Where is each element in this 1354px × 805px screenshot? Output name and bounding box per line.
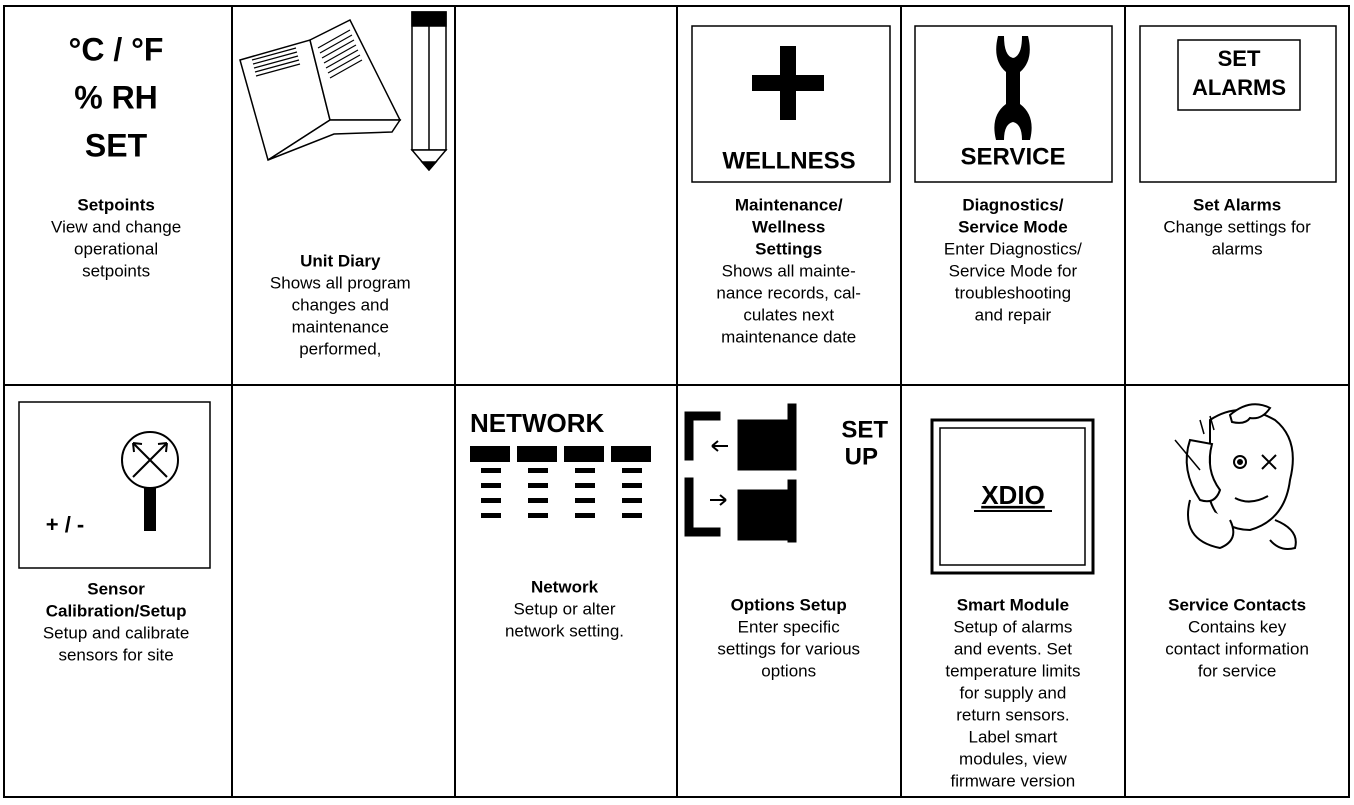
- icon-text: ALARMS: [1192, 75, 1286, 100]
- cell-title: Diagnostics/: [962, 195, 1063, 214]
- cell-description: contact information: [1165, 639, 1309, 658]
- cell-description: firmware version: [951, 771, 1076, 790]
- cell-description: Label smart: [968, 727, 1057, 746]
- cell-title: Service Mode: [958, 217, 1068, 236]
- network-icon: [470, 446, 651, 518]
- cell-description: Setup and calibrate: [43, 623, 190, 642]
- cell-description: Setup or alter: [513, 599, 615, 618]
- icon-frame: [1177, 39, 1301, 111]
- cell-title: Calibration/Setup: [46, 601, 187, 620]
- cell-description: troubleshooting: [955, 283, 1071, 302]
- cell-description: for service: [1198, 661, 1276, 680]
- icon-text: WELLNESS: [722, 147, 855, 174]
- icon-text: SET: [85, 127, 148, 163]
- plus-icon: [752, 46, 824, 120]
- icon-text: % RH: [74, 79, 158, 115]
- cell-title: Unit Diary: [300, 251, 381, 270]
- setup-icon: [684, 403, 797, 543]
- cell-description: nance records, cal-: [716, 283, 861, 302]
- cell-title: Maintenance/: [735, 195, 843, 214]
- cell-description: and events. Set: [954, 639, 1072, 658]
- icon-frame: [1139, 25, 1337, 183]
- cell-description: Shows all mainte-: [722, 261, 856, 280]
- icon-frame: [914, 25, 1113, 183]
- icon-text: XDIO: [981, 480, 1045, 510]
- icon-frame: [18, 401, 211, 569]
- icon-text: °C / °F: [69, 31, 164, 67]
- cell-title: Network: [531, 577, 599, 596]
- cell-description: modules, view: [959, 749, 1067, 768]
- cell-description: settings for various: [717, 639, 860, 658]
- cell-description: sensors for site: [58, 645, 173, 664]
- cell-description: for supply and: [960, 683, 1067, 702]
- cell-title: Setpoints: [77, 195, 154, 214]
- cell-description: maintenance date: [721, 327, 856, 346]
- cell-title: Set Alarms: [1193, 195, 1281, 214]
- cell-description: and repair: [975, 305, 1052, 324]
- cell-description: Enter Diagnostics/: [944, 239, 1082, 258]
- cell-title: Options Setup: [731, 595, 847, 614]
- cell-description: Change settings for: [1163, 217, 1311, 236]
- cell-description: maintenance: [292, 317, 389, 336]
- icon-text: SERVICE: [961, 143, 1066, 170]
- wrench-icon: [994, 36, 1032, 140]
- icon-frame: [691, 25, 891, 183]
- cell-description: changes and: [292, 295, 389, 314]
- cell-description: performed,: [299, 339, 381, 358]
- contact-icon: [1174, 403, 1297, 550]
- icon-text: + / -: [46, 512, 85, 537]
- cell-description: temperature limits: [945, 661, 1080, 680]
- cell-description: setpoints: [82, 261, 150, 280]
- cell-description: Setup of alarms: [953, 617, 1072, 636]
- cell-description: network setting.: [505, 621, 624, 640]
- icon-text: SET: [1218, 46, 1261, 71]
- grid-lines: [3, 5, 1350, 798]
- cell-description: culates next: [743, 305, 834, 324]
- cell-title: Settings: [755, 239, 822, 258]
- cell-description: View and change: [51, 217, 181, 236]
- cell-description: options: [761, 661, 816, 680]
- cell-description: Enter specific: [738, 617, 841, 636]
- icon-frame: [930, 418, 1095, 575]
- cell-labels: Setpoints View and change operational setpo…: [43, 195, 1311, 790]
- cell-title: Service Contacts: [1168, 595, 1306, 614]
- cell-description: operational: [74, 239, 158, 258]
- icon-text: UP: [845, 443, 878, 470]
- cell-title: Sensor: [87, 579, 145, 598]
- cell-title: Wellness: [752, 217, 825, 236]
- cell-description: alarms: [1212, 239, 1263, 258]
- sensor-icon: [121, 431, 179, 531]
- icon-text: NETWORK: [470, 408, 605, 438]
- icon-frame: [939, 427, 1086, 566]
- cell-description: Service Mode for: [949, 261, 1078, 280]
- cell-description: Contains key: [1188, 617, 1287, 636]
- cell-description: Shows all program: [270, 273, 411, 292]
- icon-text: SET: [841, 416, 888, 443]
- diary-icon: [239, 11, 448, 172]
- cell-title: Smart Module: [957, 595, 1069, 614]
- cell-description: return sensors.: [956, 705, 1069, 724]
